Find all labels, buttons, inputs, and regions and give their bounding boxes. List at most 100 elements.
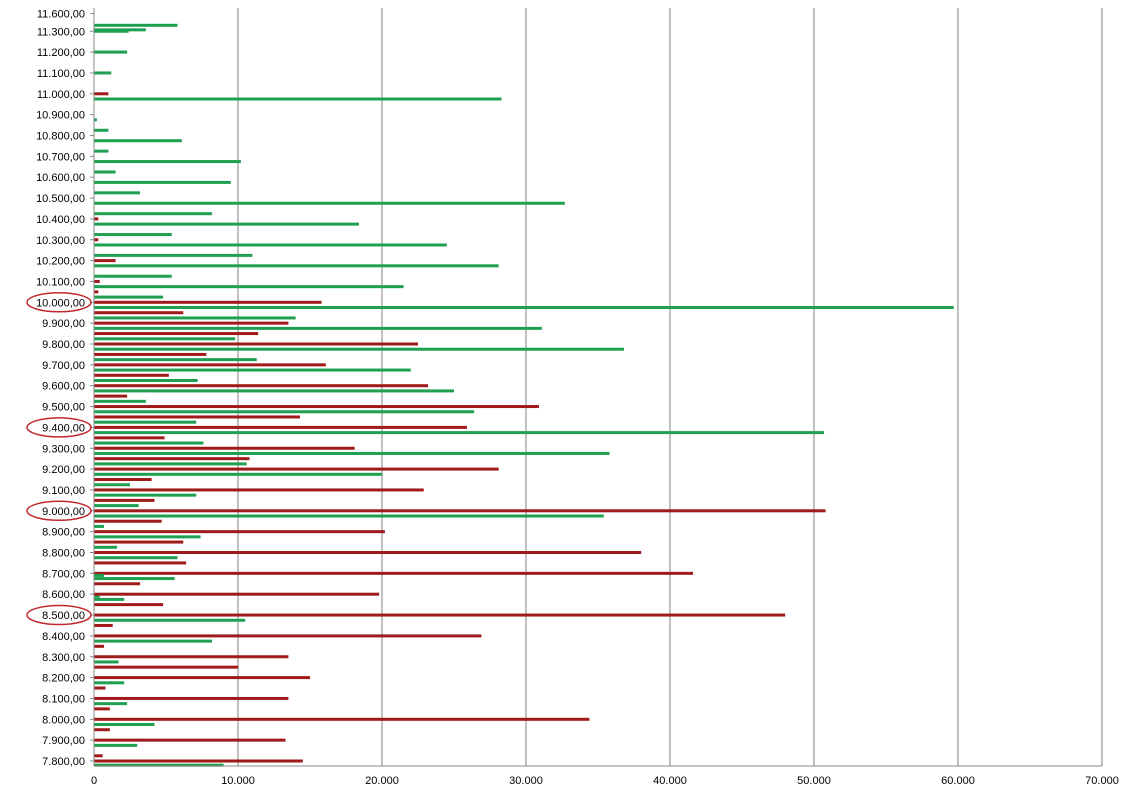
y-tick-label: 10.800,00 xyxy=(36,131,85,143)
bar-red xyxy=(94,394,128,398)
bar-red xyxy=(94,342,418,346)
y-tick-label: 7.800,00 xyxy=(42,756,85,768)
highlight-ellipse xyxy=(26,292,92,313)
highlight-ellipse xyxy=(26,417,92,438)
x-tick-labels: 0 10.000 20.000 30.000 40.000 50.000 60.000 70.… xyxy=(91,775,1119,787)
y-tick-label: 10.200,00 xyxy=(36,256,85,268)
bar-green xyxy=(94,253,253,257)
bar-red xyxy=(94,634,482,638)
bar-green xyxy=(94,763,224,767)
bar-red xyxy=(94,696,289,700)
bar-green xyxy=(94,326,542,330)
highlight-ellipse xyxy=(26,500,92,522)
y-tick-label: 8.400,00 xyxy=(42,631,85,643)
bar-red xyxy=(94,321,289,325)
bar-red xyxy=(94,352,207,356)
bar-red xyxy=(94,603,164,607)
bar-red xyxy=(94,728,110,732)
bar-green xyxy=(94,160,241,164)
y-tick-label: 10.700,00 xyxy=(36,151,85,163)
x-tick-label: 30.000 xyxy=(509,775,543,787)
bar-green xyxy=(94,514,604,518)
bar-green xyxy=(94,462,247,466)
bar-green xyxy=(94,23,178,27)
y-tick-label: 8.300,00 xyxy=(42,652,85,664)
bar-green xyxy=(94,639,213,643)
y-tick-label: 10.500,00 xyxy=(36,193,85,205)
y-tick-label: 9.700,00 xyxy=(42,360,85,372)
bar-green xyxy=(94,410,475,414)
y-tick-label: 10.000,00 xyxy=(36,297,85,309)
bar-red xyxy=(94,363,326,367)
bar-red xyxy=(94,384,429,388)
bar-green xyxy=(94,618,246,622)
bars xyxy=(94,23,954,767)
bar-green xyxy=(94,139,182,143)
bar-red xyxy=(94,259,116,263)
bar-green xyxy=(94,191,141,195)
y-tick-label: 10.100,00 xyxy=(36,276,85,288)
bar-red xyxy=(94,530,385,534)
bar-green xyxy=(94,378,198,382)
bar-red xyxy=(94,457,250,461)
bar-red xyxy=(94,759,303,763)
bar-green xyxy=(94,493,197,497)
bar-green xyxy=(94,594,100,598)
bar-red xyxy=(94,571,694,575)
bar-green xyxy=(94,170,116,174)
bar-green xyxy=(94,149,109,153)
bar-green xyxy=(94,535,201,539)
axes xyxy=(90,8,1102,767)
bar-red xyxy=(94,707,110,711)
bar-green xyxy=(94,420,197,424)
x-tick-label: 40.000 xyxy=(653,775,687,787)
bar-green xyxy=(94,681,125,685)
y-tick-label: 11.200,00 xyxy=(37,47,85,59)
y-tick-label: 8.000,00 xyxy=(42,714,85,726)
x-tick-label: 0 xyxy=(91,775,97,787)
bar-green xyxy=(94,358,257,362)
bar-red xyxy=(94,676,310,680)
bar-green xyxy=(94,285,404,289)
bar-green xyxy=(94,337,236,341)
bar-red xyxy=(94,519,162,523)
bar-red xyxy=(94,551,642,554)
y-tick-label: 9.100,00 xyxy=(42,485,85,497)
y-tick-label: 10.600,00 xyxy=(36,172,85,184)
bar-green xyxy=(94,306,954,310)
y-tick-label: 10.300,00 xyxy=(36,235,85,247)
gridlines xyxy=(237,8,1103,766)
bar-green xyxy=(94,71,112,75)
bar-red xyxy=(94,467,499,471)
bar-red xyxy=(94,717,590,721)
y-tick-label: 9.500,00 xyxy=(42,402,85,414)
y-tick-label: 8.800,00 xyxy=(42,548,85,560)
bar-red xyxy=(94,425,467,429)
bar-green xyxy=(94,222,359,226)
y-tick-label: 8.900,00 xyxy=(42,527,85,539)
bar-red xyxy=(94,686,106,690)
y-tick-label: 10.900,00 xyxy=(36,110,85,122)
bar-green xyxy=(94,472,382,476)
bar-red xyxy=(94,592,380,596)
y-tick-label: 10.400,00 xyxy=(36,214,85,226)
bar-green xyxy=(94,347,624,351)
y-tick-label: 9.800,00 xyxy=(42,339,85,351)
bar-green xyxy=(94,50,128,54)
y-tick-label: 11.000,00 xyxy=(37,89,85,101)
bar-red xyxy=(94,665,238,669)
x-tick-label: 20.000 xyxy=(365,775,399,787)
bar-red xyxy=(94,509,826,513)
bar-red xyxy=(94,279,100,283)
y-tick-label: 9.600,00 xyxy=(42,381,85,393)
bar-red xyxy=(94,754,103,758)
bar-green xyxy=(94,233,172,237)
bar-red xyxy=(94,300,322,304)
bar-green xyxy=(94,180,231,184)
bar-red xyxy=(94,332,259,336)
highlight-ellipses xyxy=(26,292,92,626)
bar-green xyxy=(94,504,139,508)
bar-red xyxy=(94,446,355,450)
bar-red xyxy=(94,436,165,440)
